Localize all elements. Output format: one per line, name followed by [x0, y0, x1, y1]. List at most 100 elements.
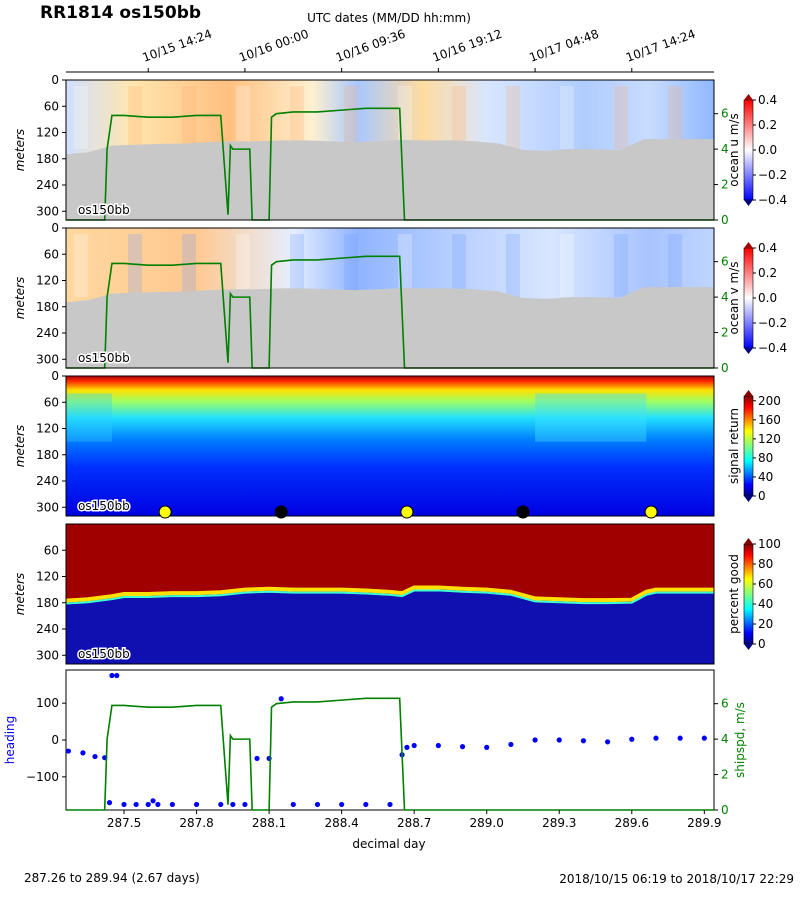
- ship-speed-line: [66, 697, 714, 811]
- colorbar-tick-label: 0.2: [758, 266, 777, 280]
- panel-frame: [65, 227, 715, 369]
- heading-point: [106, 800, 113, 806]
- y-axis-label: meters: [13, 425, 27, 467]
- y-tick-label: 240: [36, 326, 59, 340]
- y-axis-label: meters: [13, 573, 27, 615]
- velocity-streak: [560, 86, 574, 149]
- timing-marker: [516, 505, 530, 519]
- velocity-streak: [182, 86, 196, 149]
- top-tick-label: 10/16 00:00: [237, 27, 310, 65]
- colorbar-tick-label: 0.2: [758, 118, 777, 132]
- velocity-streak: [452, 234, 466, 297]
- y-tick-label: 60: [44, 247, 59, 261]
- velocity-streak: [128, 234, 142, 297]
- top-axis-label: UTC dates (MM/DD hh:mm): [307, 11, 471, 25]
- velocity-streak: [236, 86, 250, 149]
- right-tick-label: 0: [721, 213, 729, 227]
- colorbar-extend-bottom: [744, 644, 753, 650]
- y-tick-label: 60: [44, 543, 59, 557]
- heading-point: [411, 742, 417, 749]
- velocity-streak: [182, 234, 196, 297]
- y-tick-label: 0: [51, 369, 59, 383]
- heading-point: [605, 739, 611, 745]
- percent-good-high: [66, 524, 714, 601]
- heading-point: [133, 801, 139, 808]
- heading-point: [65, 748, 72, 754]
- heading-point: [290, 801, 296, 808]
- colorbar-tick-label: 40: [758, 597, 773, 611]
- heading-point: [339, 801, 345, 808]
- right-tick-label: 4: [721, 732, 729, 746]
- heading-point: [508, 741, 514, 748]
- heading-point: [484, 744, 490, 750]
- right-tick-label: 4: [721, 290, 729, 304]
- right-tick-label: 2: [721, 178, 729, 192]
- y-tick-label: 300: [36, 204, 59, 218]
- heading-axis-label: heading: [3, 716, 17, 765]
- y-tick-label: 300: [36, 500, 59, 514]
- x-tick-label: 289.3: [542, 816, 576, 830]
- colorbar-tick-label: 80: [758, 451, 773, 465]
- y-axis-label: meters: [13, 129, 27, 171]
- y-axis-label: meters: [13, 277, 27, 319]
- colorbar-extend-top: [744, 390, 753, 396]
- right-tick-label: 2: [721, 768, 729, 782]
- right-tick-label: 0: [721, 361, 729, 375]
- colorbar-tick-label: 0: [758, 637, 766, 651]
- y-tick-label: 120: [36, 126, 59, 140]
- timing-marker: [644, 505, 658, 519]
- heading-point: [653, 735, 659, 741]
- panel-frame: [65, 669, 715, 811]
- y-tick-label: 0: [51, 733, 59, 747]
- heading-point: [387, 801, 393, 808]
- footer-right: 2018/10/15 06:19 to 2018/10/17 22:29: [559, 872, 794, 886]
- colorbar: [743, 395, 754, 497]
- colorbar-label: signal return: [727, 408, 741, 484]
- heading-point: [363, 801, 369, 808]
- x-tick-label: 289.6: [615, 816, 649, 830]
- x-tick-label: 288.4: [324, 816, 358, 830]
- y-tick-label: 100: [36, 696, 59, 710]
- signal-patch: [66, 393, 112, 442]
- x-tick-label: 287.8: [179, 816, 213, 830]
- signal-field: [66, 376, 714, 516]
- colorbar-tick-label: 160: [758, 413, 781, 427]
- heading-point: [556, 737, 562, 743]
- heading-point: [230, 801, 236, 808]
- velocity-streak: [668, 86, 682, 149]
- y-tick-label: 60: [44, 395, 59, 409]
- velocity-streak: [452, 86, 466, 149]
- heading-point: [150, 798, 156, 804]
- y-tick-label: 120: [36, 570, 59, 584]
- right-tick-label: 6: [721, 697, 729, 711]
- heading-point: [80, 750, 86, 756]
- timing-marker: [274, 505, 288, 519]
- footer-left: 287.26 to 289.94 (2.67 days): [24, 871, 200, 885]
- colorbar-extend-top: [744, 538, 753, 544]
- right-tick-label: 0: [721, 803, 729, 817]
- colorbar-tick-label: 0: [758, 489, 766, 503]
- colorbar-extend-bottom: [744, 496, 753, 502]
- y-tick-label: −100: [26, 770, 59, 784]
- top-tick-label: 10/16 19:12: [431, 27, 504, 65]
- heading-point: [278, 696, 284, 702]
- colorbar-tick-label: −0.4: [758, 341, 787, 355]
- heading-point: [109, 672, 115, 679]
- heading-point: [629, 736, 635, 742]
- colorbar-label: ocean v m/s: [727, 262, 741, 335]
- x-tick-label: 289.0: [470, 816, 504, 830]
- heading-point: [242, 801, 248, 808]
- heading-point: [435, 742, 441, 749]
- ship-speed-line: [66, 255, 714, 369]
- top-tick-label: 10/17 14:24: [624, 27, 697, 65]
- colorbar-tick-label: 200: [758, 394, 781, 408]
- velocity-streak: [290, 234, 304, 297]
- colorbar-extend-bottom: [744, 200, 753, 206]
- instrument-label: os150bb: [78, 499, 130, 513]
- percent-good-edge-cool: [65, 589, 714, 605]
- velocity-streak: [506, 86, 520, 149]
- heading-point: [459, 744, 466, 750]
- y-tick-label: 60: [44, 99, 59, 113]
- right-tick-label: 6: [721, 107, 729, 121]
- colorbar-extend-top: [744, 242, 753, 248]
